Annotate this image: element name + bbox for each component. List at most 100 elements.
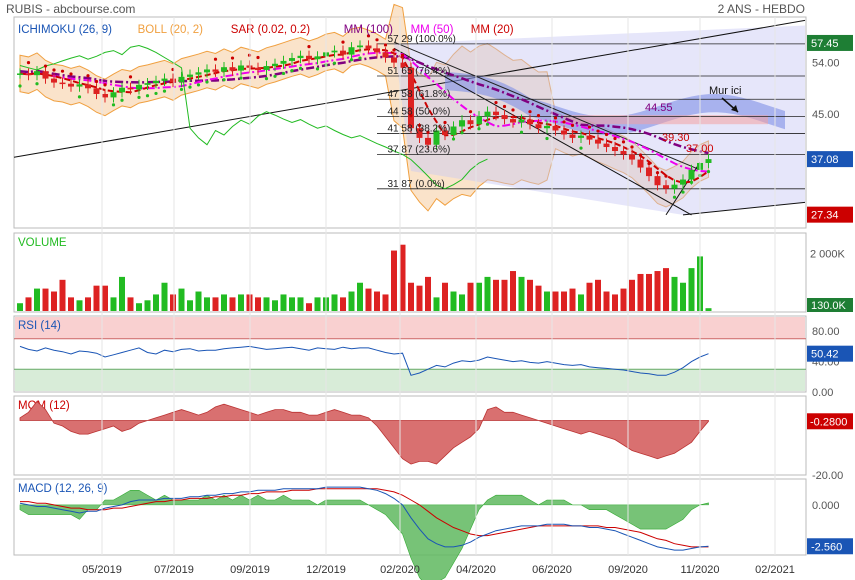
volume-bar	[408, 282, 414, 311]
sar-dot	[18, 84, 22, 88]
fib-label: 31.87 (0.0%)	[388, 179, 445, 190]
candle-body	[119, 87, 125, 93]
volume-badge	[807, 298, 853, 312]
candle-body	[144, 83, 151, 85]
mm20-line	[19, 48, 710, 184]
price-badge-red	[807, 206, 853, 223]
sar-dot	[162, 89, 167, 93]
candle-body	[272, 63, 278, 67]
fib-label: 37.87 (23.6%)	[388, 145, 451, 156]
macd-title: MACD (12, 26, 9)	[18, 483, 108, 495]
volume-bar	[144, 300, 151, 311]
candle-body	[68, 83, 74, 87]
sar-dot	[154, 91, 158, 96]
candle-body	[705, 159, 712, 163]
macd-signal-line	[20, 488, 709, 548]
candle-body	[110, 92, 117, 98]
volume-bar	[442, 282, 448, 311]
sar-dot	[60, 69, 65, 73]
candle-body	[391, 57, 397, 63]
rsi-badge	[807, 345, 853, 362]
panel-frame-2	[13, 315, 807, 393]
x-tick-label: 05/2019	[82, 564, 122, 576]
candle-body	[569, 134, 576, 138]
legend-item: SAR (0.02, 0.2)	[231, 24, 310, 36]
volume-bar	[280, 294, 287, 311]
sar-dot	[672, 195, 677, 199]
volume-bar	[399, 244, 406, 311]
volume-bar	[272, 300, 278, 311]
candle-body	[518, 119, 525, 123]
sar-dot	[417, 123, 422, 127]
sar-dot	[613, 136, 617, 141]
candle-body	[153, 80, 159, 84]
macd-badge	[807, 538, 853, 555]
candle-body	[663, 185, 669, 189]
candle-body	[136, 84, 142, 90]
volume-bar	[221, 294, 227, 311]
candle-body	[680, 179, 686, 185]
annotation-arrowhead	[731, 105, 738, 112]
candle-body	[552, 125, 559, 131]
candle-body	[654, 176, 661, 186]
candle-body	[476, 116, 482, 125]
volume-bar	[586, 282, 593, 311]
sar-dot	[434, 141, 439, 145]
mom-area	[19, 400, 709, 465]
fib-label: 51.65 (76.4%)	[388, 66, 451, 77]
sar-dot	[264, 76, 269, 81]
downtrend-line	[393, 41, 701, 171]
volume-bar	[416, 285, 423, 311]
legend-item: MM (100)	[344, 24, 393, 36]
volume-bar	[569, 288, 576, 311]
fib-label: 57.29 (100.0%)	[388, 34, 456, 45]
volume-bar	[620, 288, 627, 311]
price-y-tick: 54.00	[812, 58, 840, 70]
candle-body	[238, 65, 244, 71]
volume-bar	[25, 297, 32, 311]
candle-body	[484, 111, 491, 117]
sar-dot	[179, 87, 184, 92]
sar-dot	[460, 131, 464, 135]
x-tick-label: 09/2019	[230, 564, 270, 576]
sar-dot	[256, 55, 260, 60]
sar-dot	[273, 74, 277, 78]
sar-dot	[392, 48, 396, 52]
candle-body	[442, 130, 448, 136]
x-tick-label: 06/2020	[532, 564, 572, 576]
candle-body	[408, 67, 414, 129]
sar-dot	[451, 137, 456, 141]
volume-bar	[425, 276, 431, 311]
price-badge-label: 57.45	[811, 38, 839, 50]
x-tick-label: 02/2020	[380, 564, 420, 576]
volume-bar	[374, 291, 380, 311]
volume-bar	[629, 279, 635, 311]
sar-dot	[655, 171, 660, 175]
volume-bar	[646, 273, 652, 311]
mm100-line	[19, 55, 709, 155]
volume-bar	[544, 291, 550, 311]
volume-bar	[493, 279, 499, 311]
volume-bar	[612, 294, 618, 311]
volume-bar	[212, 297, 219, 311]
candle-body	[280, 60, 287, 64]
candle-body	[42, 71, 49, 79]
volume-bar	[255, 297, 261, 311]
sar-dot	[706, 170, 711, 174]
volume-bar	[671, 276, 678, 311]
candle-body	[501, 115, 508, 120]
volume-bar	[680, 282, 686, 311]
sar-dot	[145, 94, 150, 98]
sar-dot	[281, 71, 286, 76]
volume-bar	[331, 294, 338, 311]
volume-bar	[178, 288, 185, 311]
rsi-overbought-zone	[15, 317, 805, 339]
candle-body	[161, 78, 168, 81]
price-badge-label: 37.08	[811, 154, 839, 166]
volume-bar	[340, 297, 346, 311]
candle-body	[297, 55, 304, 59]
volume-bar	[314, 297, 321, 311]
sar-dot	[120, 98, 124, 102]
sar-dot	[349, 58, 354, 62]
